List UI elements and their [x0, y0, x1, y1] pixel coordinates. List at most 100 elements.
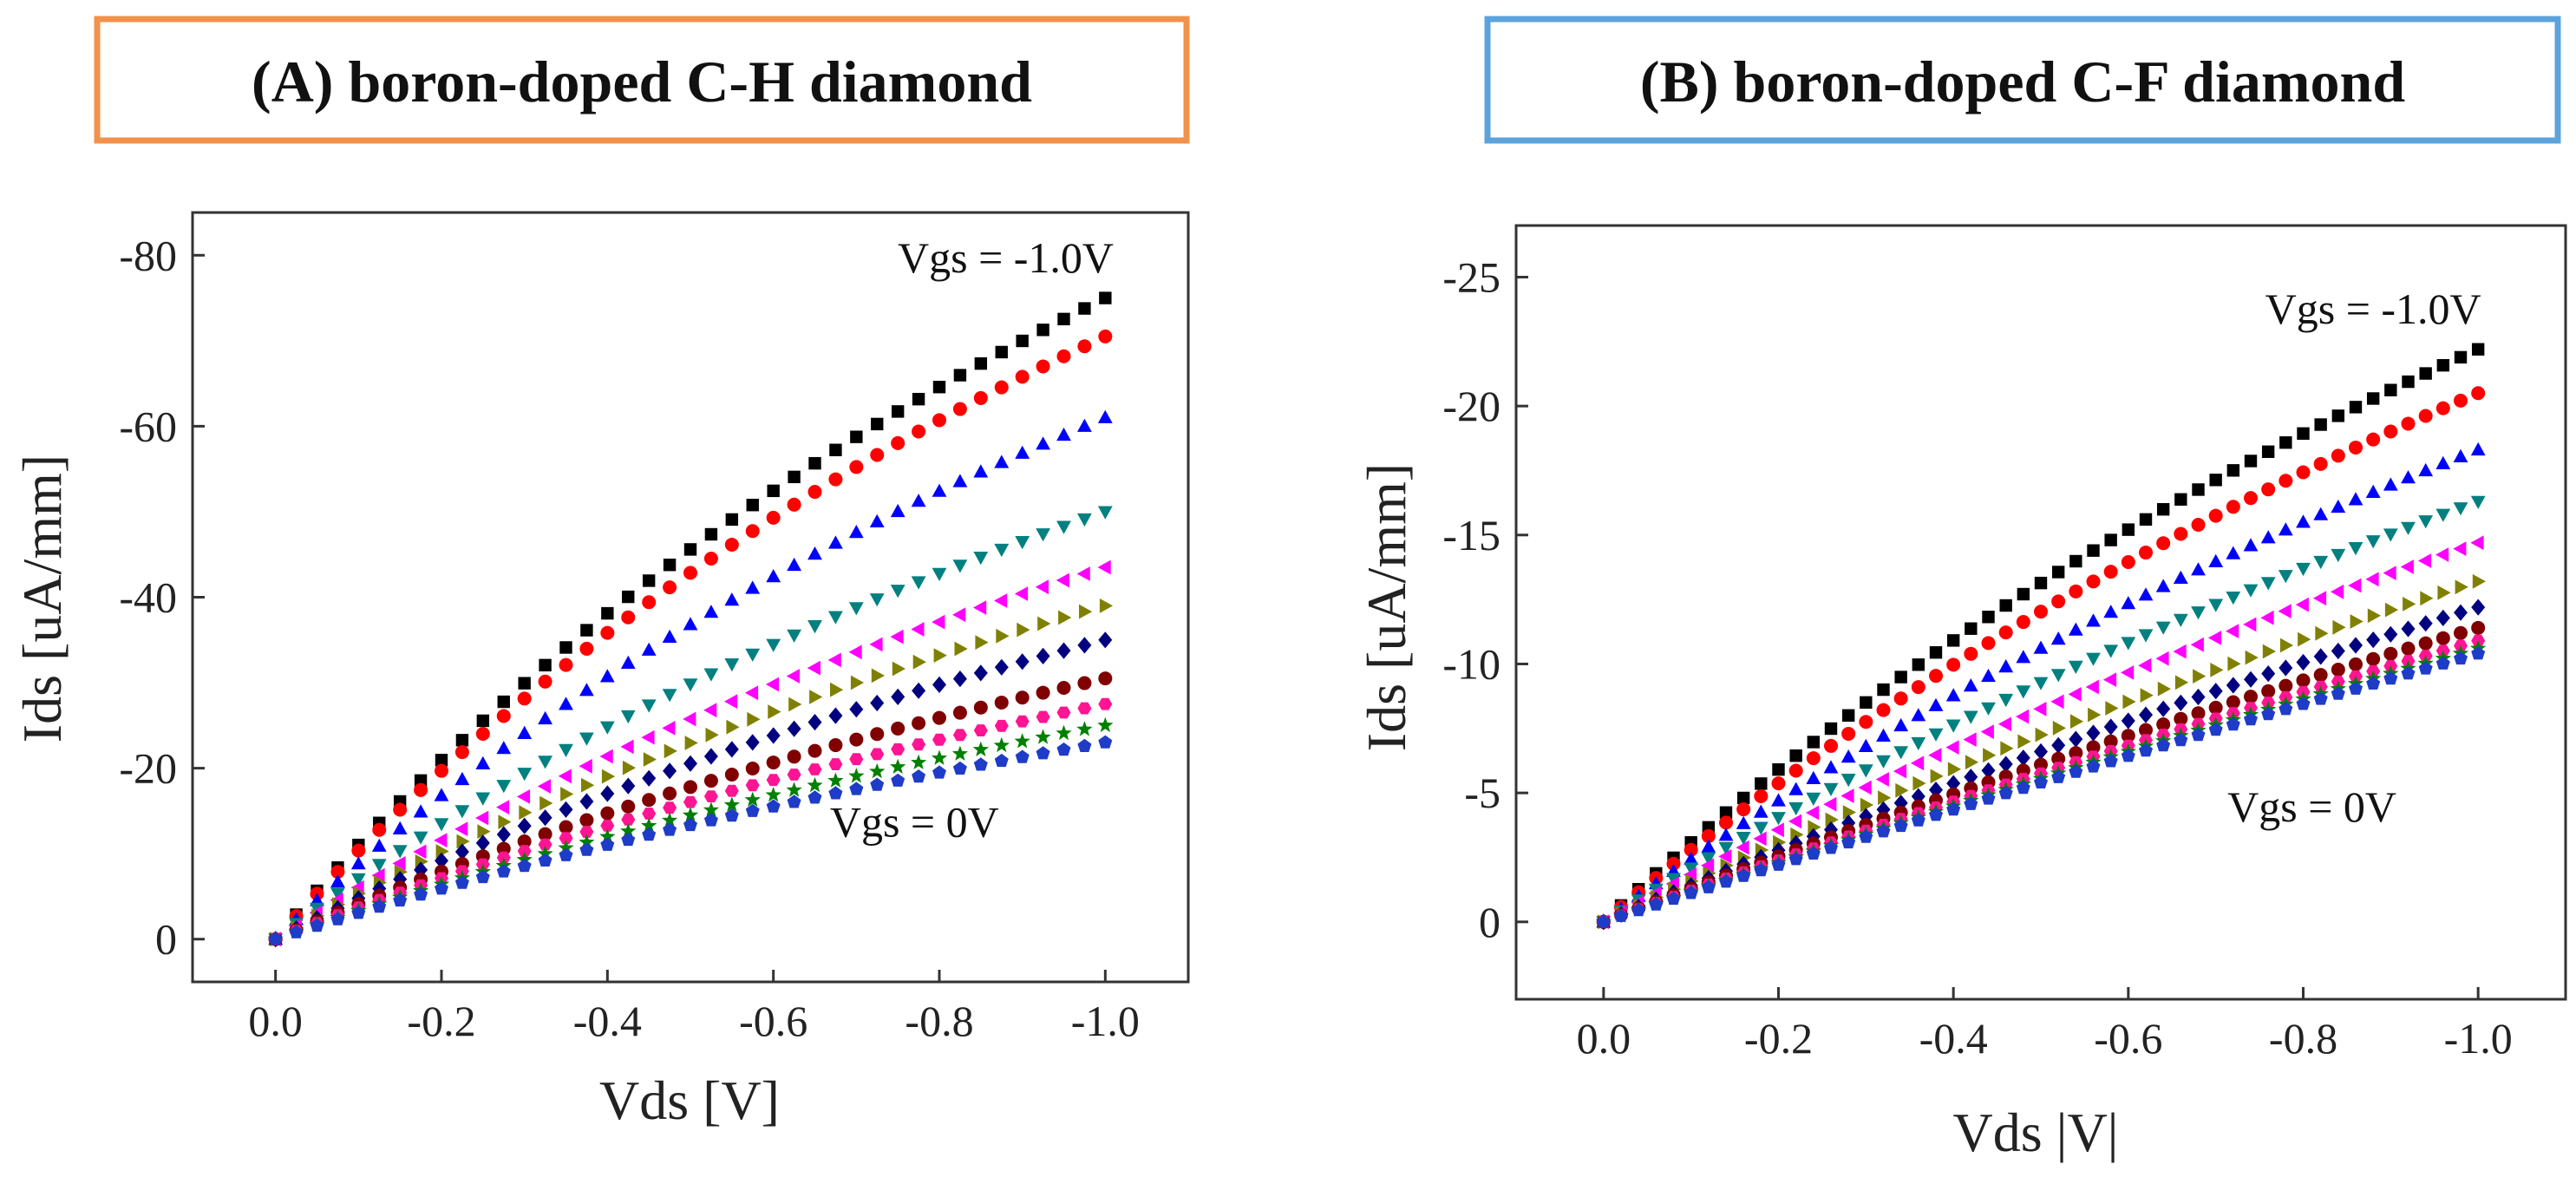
data-point	[994, 543, 1010, 558]
data-point	[912, 654, 926, 670]
data-point	[413, 804, 428, 818]
data-point	[1684, 842, 1698, 857]
data-point	[2121, 712, 2135, 729]
data-point	[2470, 535, 2484, 551]
data-point	[2156, 717, 2171, 732]
data-point	[559, 657, 573, 672]
data-point	[953, 369, 967, 382]
data-point	[1947, 762, 1961, 777]
data-point	[1755, 777, 1768, 790]
data-point	[1056, 349, 1071, 363]
data-point	[2383, 625, 2398, 643]
x-tick-label: -0.8	[905, 997, 973, 1045]
data-point	[787, 629, 801, 643]
data-point	[996, 628, 1010, 644]
data-point	[2279, 659, 2293, 677]
panel-a-annotation-bottom: Vgs = 0V	[830, 797, 999, 846]
data-point	[828, 738, 843, 753]
data-point	[2121, 596, 2136, 610]
data-point	[911, 754, 927, 769]
data-point	[641, 729, 655, 745]
data-point	[477, 824, 491, 839]
data-point	[538, 853, 552, 867]
data-point	[994, 753, 1009, 768]
data-point	[1753, 831, 1767, 847]
data-point	[2315, 625, 2329, 641]
data-point	[725, 513, 739, 527]
data-point	[932, 733, 946, 746]
data-point	[2454, 604, 2468, 621]
data-point	[559, 820, 573, 834]
data-point	[788, 470, 801, 484]
data-point	[1981, 668, 1996, 683]
data-point	[2086, 613, 2101, 627]
data-point	[2349, 657, 2363, 671]
data-point	[1964, 796, 1978, 810]
data-point	[2208, 700, 2223, 715]
data-point	[517, 845, 532, 857]
data-point	[2085, 679, 2099, 695]
data-point	[1753, 804, 1769, 818]
data-point	[2244, 491, 2258, 506]
data-point	[766, 638, 781, 652]
data-point	[2191, 517, 2206, 532]
data-point	[974, 357, 988, 370]
data-point	[1965, 755, 1979, 770]
series-3	[1596, 442, 2486, 928]
data-point	[994, 695, 1009, 710]
data-point	[767, 484, 780, 498]
data-point	[787, 769, 801, 781]
data-point	[330, 874, 345, 888]
data-point	[2157, 681, 2171, 697]
data-point	[724, 768, 739, 782]
data-point	[621, 814, 636, 826]
data-point	[912, 424, 926, 439]
data-point	[766, 799, 781, 813]
data-point	[1912, 775, 1926, 791]
data-point	[2313, 507, 2329, 520]
data-point	[1701, 839, 1716, 853]
data-point	[456, 834, 470, 849]
data-point	[371, 859, 387, 873]
data-point	[1771, 776, 1786, 791]
data-point	[724, 658, 740, 672]
data-point	[2226, 695, 2240, 710]
data-point	[435, 844, 449, 859]
data-point	[1808, 820, 1821, 834]
data-point	[683, 795, 697, 808]
data-point	[2471, 646, 2486, 660]
data-point	[954, 641, 968, 657]
data-point	[2016, 650, 2031, 664]
x-tick-label: -0.6	[2094, 1014, 2162, 1063]
data-point	[538, 710, 552, 725]
data-point	[1754, 788, 1769, 803]
data-point	[2122, 694, 2136, 710]
data-point	[2453, 541, 2467, 556]
data-point	[516, 789, 531, 804]
series-11	[268, 735, 1113, 945]
data-point	[973, 600, 987, 615]
data-point	[703, 551, 718, 566]
data-point	[2086, 652, 2101, 666]
data-point	[2121, 729, 2135, 743]
data-point	[2243, 584, 2259, 598]
data-point	[1963, 710, 1978, 724]
data-point	[2103, 718, 2118, 736]
data-point	[579, 834, 595, 849]
data-point	[869, 637, 883, 652]
data-point	[475, 792, 491, 806]
data-point	[1736, 802, 1751, 817]
data-point	[1098, 697, 1113, 710]
data-point	[827, 772, 844, 788]
data-point	[414, 782, 428, 797]
data-point	[724, 592, 740, 606]
data-point	[1911, 788, 1925, 805]
data-point	[1929, 646, 1943, 659]
data-point	[599, 669, 615, 683]
data-point	[1806, 805, 1820, 821]
data-point	[933, 648, 947, 663]
data-point	[1825, 812, 1839, 827]
series-6	[1598, 573, 2486, 930]
data-point	[932, 413, 946, 428]
data-point	[2366, 631, 2381, 649]
